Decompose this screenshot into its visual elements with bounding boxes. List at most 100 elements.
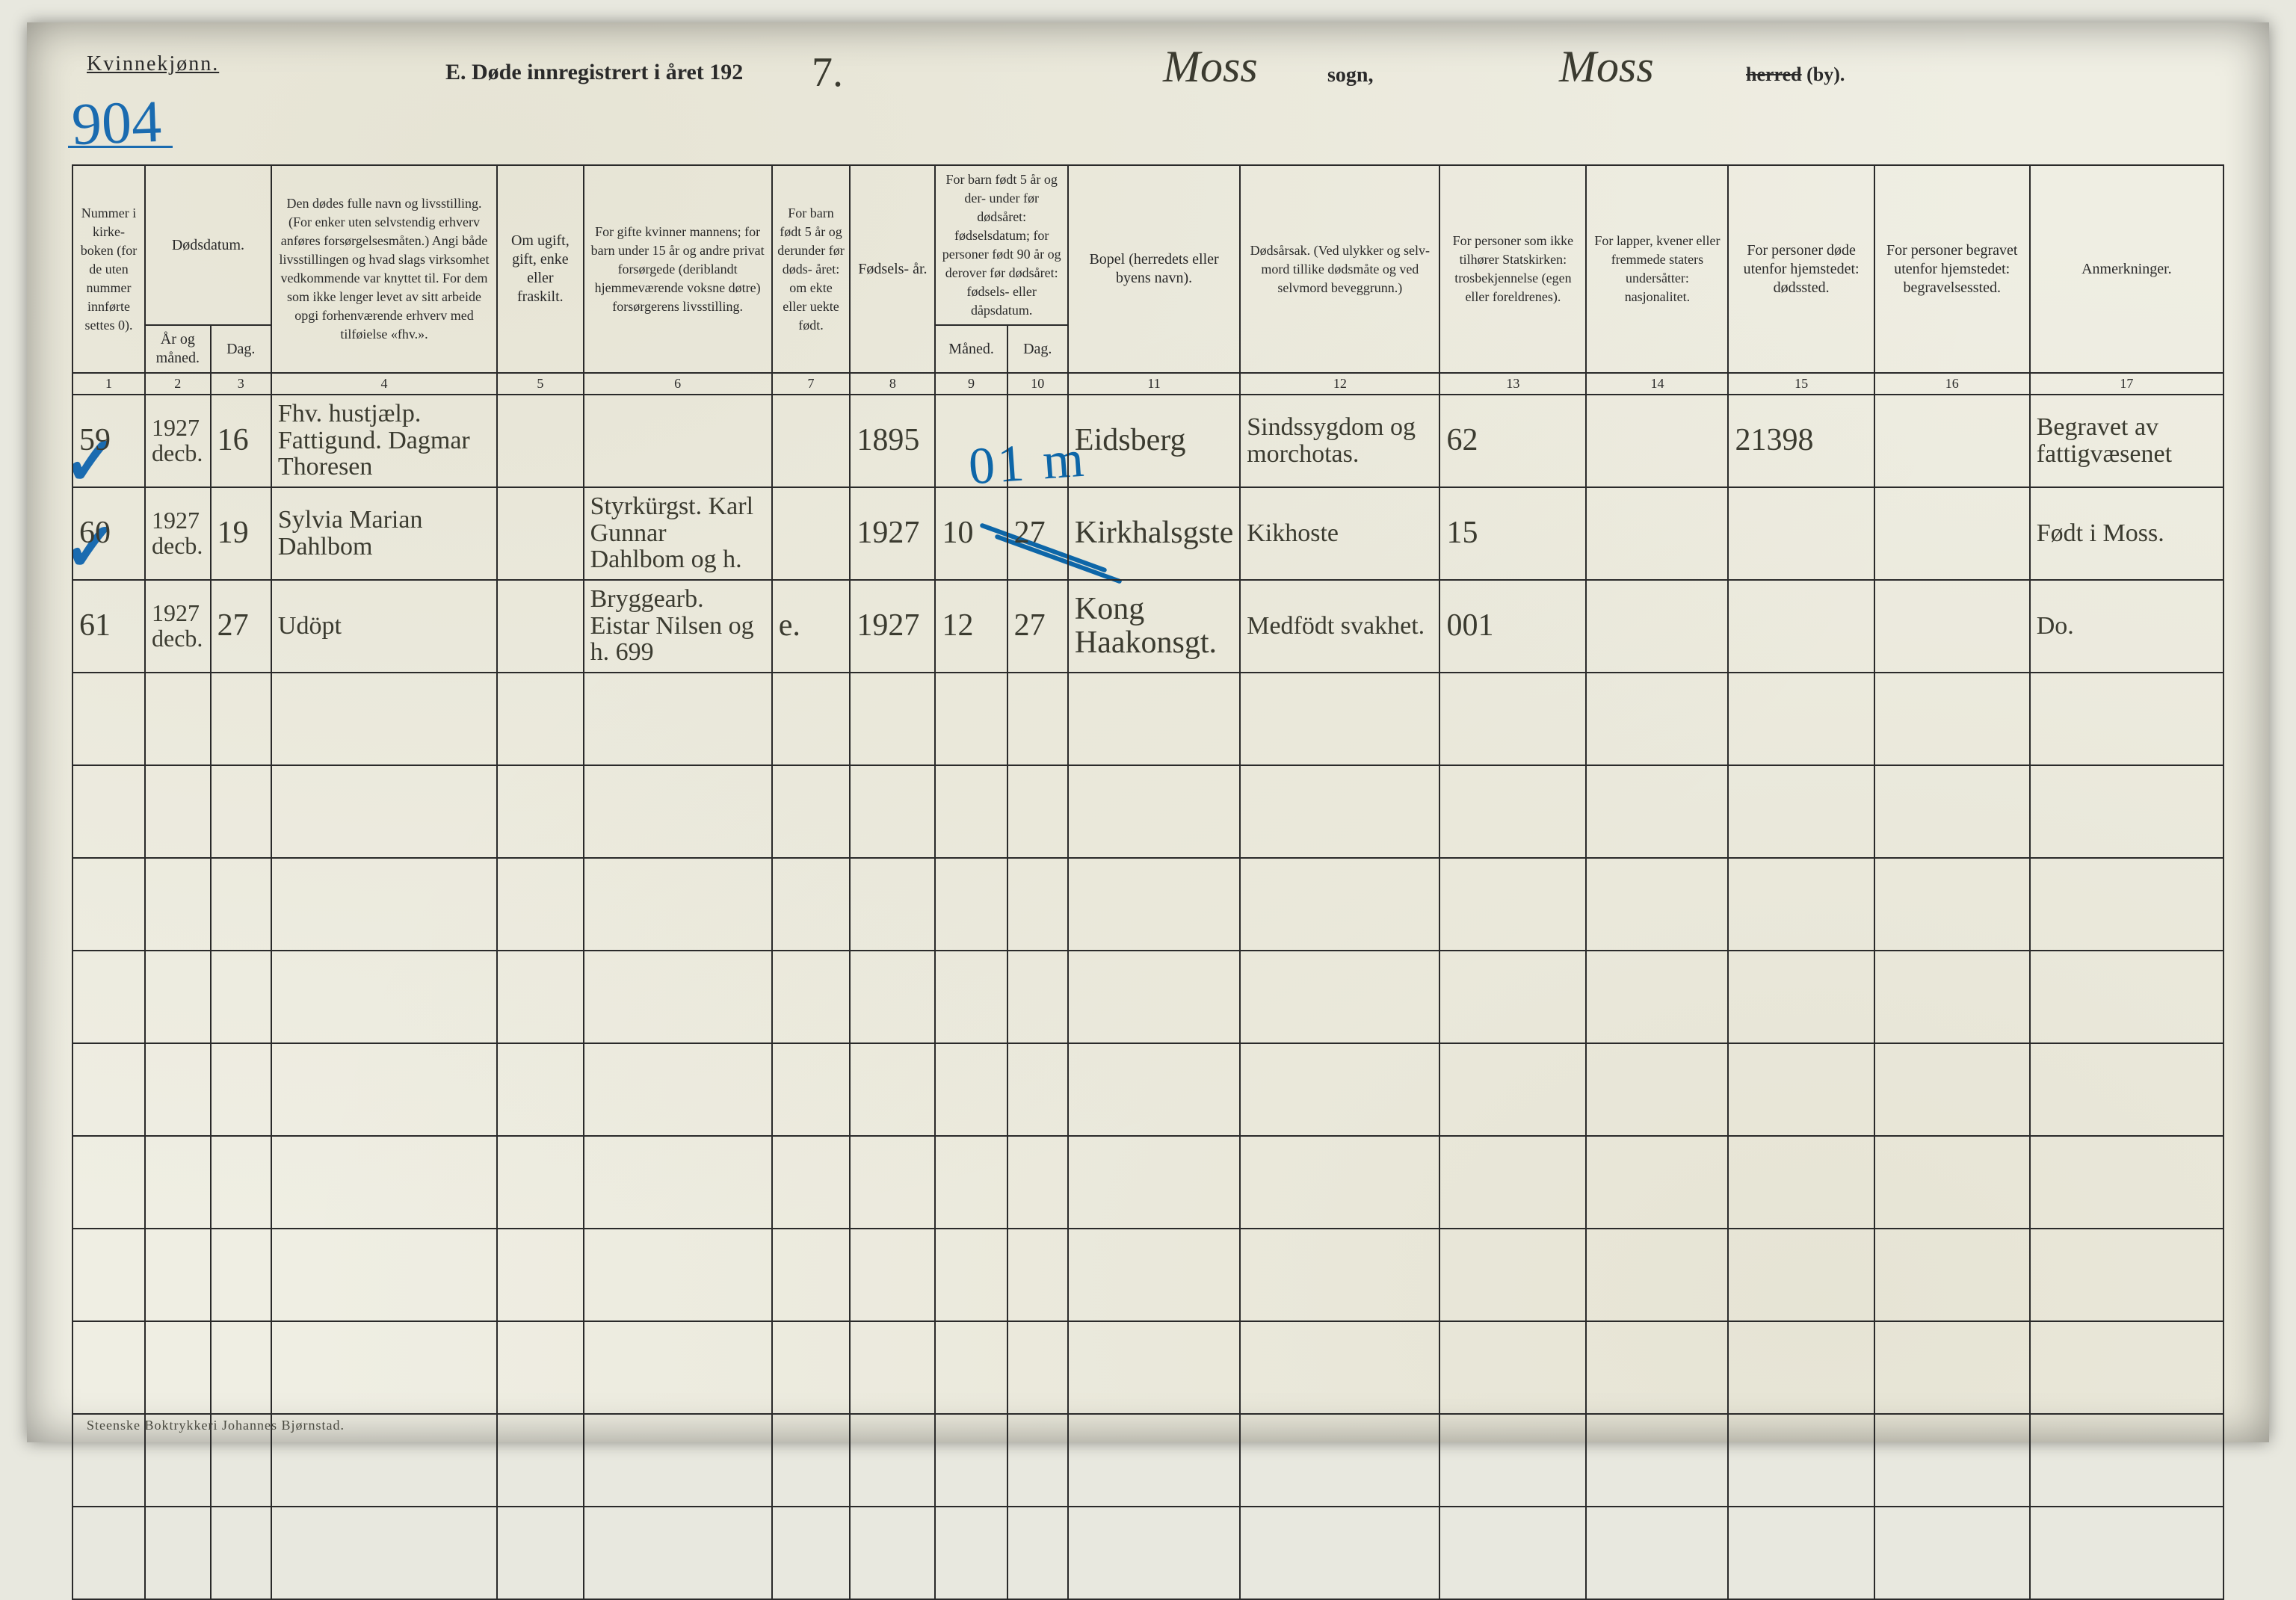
empty-cell [1068,1507,1240,1599]
empty-cell [772,1043,851,1136]
cell-provider: Styrkürgst. Karl Gunnar Dahlbom og h. [584,487,772,580]
col-h9b-text: Dag. [1023,341,1052,357]
col-h15: For personer døde utenfor hjemstedet: dø… [1728,165,1874,373]
empty-cell [1007,1507,1068,1599]
cell-birth_year: 1927 [850,580,935,673]
empty-cell [145,1229,211,1321]
cell-residence: Kong Haakonsgt. [1068,580,1240,673]
empty-cell [935,1414,1007,1507]
coln-9: 9 [935,373,1007,395]
empty-cell [2030,1043,2224,1136]
empty-cell [211,1229,271,1321]
empty-cell [497,1414,583,1507]
herred-written: Moss [1559,41,1654,93]
sogn-label: sogn, [1327,64,1373,87]
empty-cell [1586,1229,1728,1321]
empty-cell [1007,1136,1068,1229]
col-h12-text: Dødsårsak. (Ved ulykker og selv- mord ti… [1250,243,1430,295]
empty-cell [211,1507,271,1599]
page-number: 904 [70,88,162,159]
empty-cell [772,765,851,858]
empty-cell [72,858,145,951]
empty-cell [1240,1043,1439,1136]
coln-5: 5 [497,373,583,395]
empty-cell [211,858,271,951]
empty-cell [850,1229,935,1321]
cell-status [497,487,583,580]
sogn-written: Moss [1163,41,1258,93]
empty-cell [1007,858,1068,951]
empty-cell [1874,1043,2030,1136]
empty-cell [271,951,497,1043]
coln-4: 4 [271,373,497,395]
coln-7: 7 [772,373,851,395]
cell-year_month: 1927 decb. [145,395,211,487]
empty-cell [1728,1043,1874,1136]
empty-cell [72,1136,145,1229]
empty-cell [271,1136,497,1229]
col-h8-text: Fødsels- år. [858,261,927,277]
empty-cell [1586,1414,1728,1507]
table-row-empty [72,1507,2224,1599]
empty-cell [145,765,211,858]
cell-cause: Sindssygdom og morchotas. [1240,395,1439,487]
empty-cell [1068,858,1240,951]
col-h2a-text: År og måned. [156,331,200,366]
empty-cell [145,1043,211,1136]
empty-cell [1439,1507,1586,1599]
cell-birth_month: 12 [935,580,1007,673]
cell-cause: Kikhoste [1240,487,1439,580]
col-number-row: 1 2 3 4 5 6 7 8 9 10 11 12 13 14 15 16 1… [72,373,2224,395]
cell-death_place [1728,580,1874,673]
empty-cell [497,1507,583,1599]
empty-cell [1874,765,2030,858]
empty-cell [584,1321,772,1414]
herred-label: herred (by). [1746,64,1845,86]
empty-cell [271,1229,497,1321]
empty-cell [772,1136,851,1229]
empty-cell [211,951,271,1043]
empty-cell [1068,1229,1240,1321]
title-prefix: E. Døde innregistrert i året 192 [445,60,743,85]
cell-birth_month: 10 [935,487,1007,580]
empty-cell [2030,1507,2224,1599]
empty-cell [772,1321,851,1414]
empty-cell [211,1321,271,1414]
col-h13-text: For personer som ikke tilhører Statskirk… [1453,233,1573,304]
empty-cell [497,951,583,1043]
empty-cell [145,858,211,951]
empty-cell [935,1321,1007,1414]
cell-death_place [1728,487,1874,580]
table-row-empty [72,1414,2224,1507]
coln-11: 11 [1068,373,1240,395]
empty-cell [935,951,1007,1043]
empty-cell [584,1229,772,1321]
col-h17-text: Anmerkninger. [2081,261,2172,277]
cell-year_month: 1927 decb. [145,580,211,673]
col-h2a: År og måned. [145,325,211,373]
empty-cell [1068,765,1240,858]
empty-cell [584,1507,772,1599]
cell-num: 60 [72,487,145,580]
empty-cell [1728,858,1874,951]
empty-cell [850,1043,935,1136]
empty-cell [584,951,772,1043]
empty-cell [1007,765,1068,858]
col-h13: For personer som ikke tilhører Statskirk… [1439,165,1586,373]
coln-1: 1 [72,373,145,395]
herred-tail: (by). [1802,64,1845,85]
empty-cell [1874,1414,2030,1507]
coln-13: 13 [1439,373,1586,395]
printer-imprint: Steenske Boktrykkeri Johannes Bjørnstad. [87,1418,345,1433]
cell-name: Fhv. hustjælp. Fattigund. Dagmar Thorese… [271,395,497,487]
cell-remarks: Do. [2030,580,2224,673]
empty-cell [2030,858,2224,951]
year-suffix: 7. [812,49,843,96]
table-row: 601927 decb.19Sylvia Marian DahlbomStyrk… [72,487,2224,580]
ledger-body: 591927 decb.16Fhv. hustjælp. Fattigund. … [72,395,2224,1599]
table-row: 611927 decb.27UdöptBryggearb. Eistar Nil… [72,580,2224,673]
empty-cell [497,1043,583,1136]
empty-cell [850,1321,935,1414]
empty-cell [1007,1321,1068,1414]
cell-remarks: Født i Moss. [2030,487,2224,580]
